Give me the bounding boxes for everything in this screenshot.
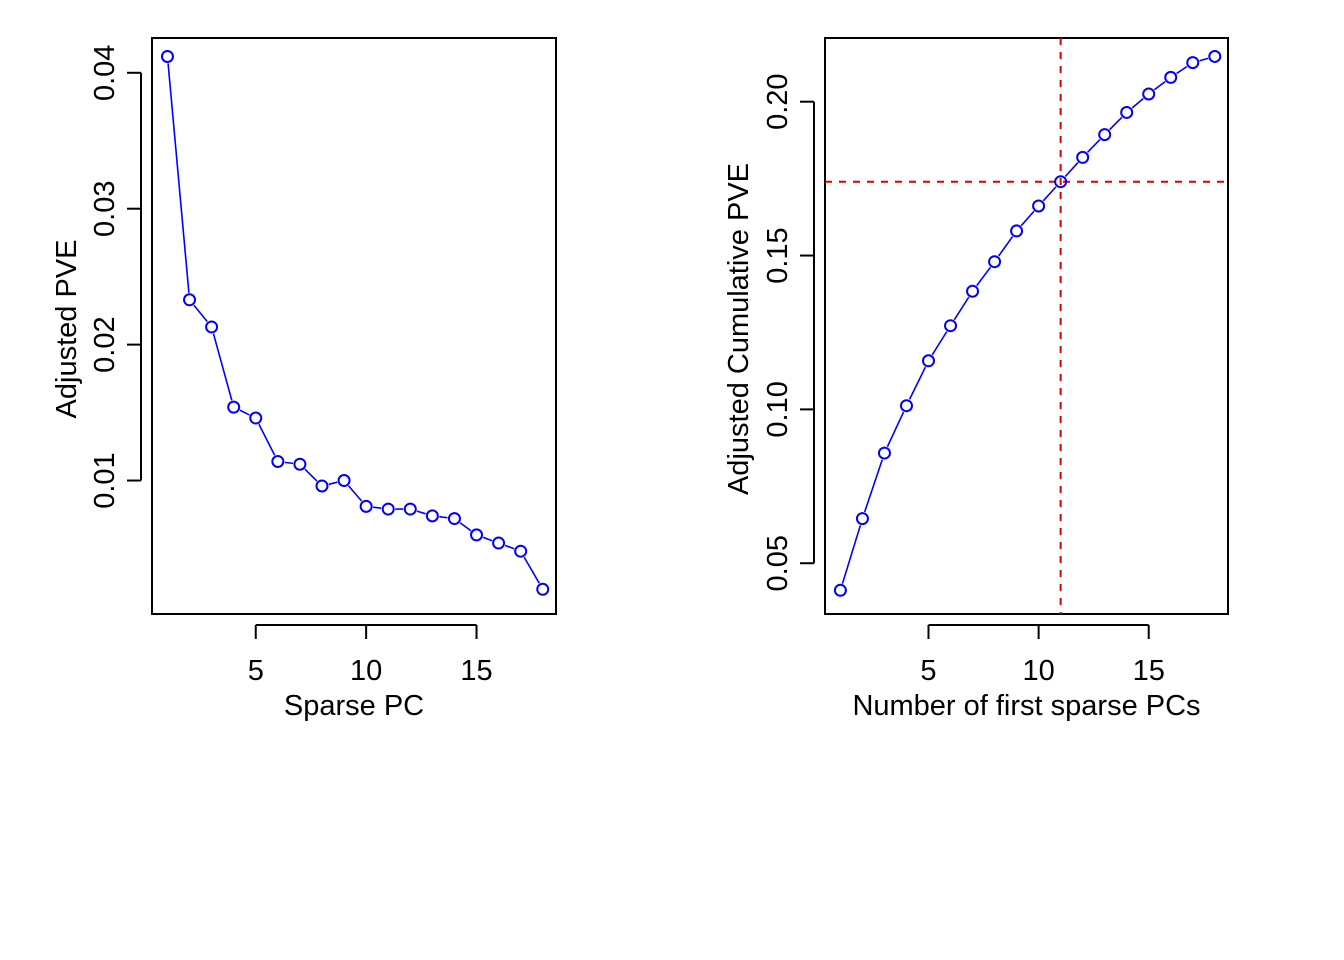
- data-series: [833, 49, 1222, 597]
- data-point: [227, 400, 241, 414]
- data-point: [1098, 128, 1112, 142]
- data-point: [988, 255, 1002, 269]
- series-line-segment: [997, 236, 1014, 257]
- series-line-segment: [886, 411, 905, 448]
- series-line-segment: [976, 266, 992, 287]
- data-point: [1032, 199, 1046, 213]
- y-tick-label: 0.02: [89, 316, 121, 372]
- data-point: [447, 512, 461, 526]
- x-tick-label: 5: [248, 655, 264, 687]
- series-line-segment: [1042, 186, 1057, 202]
- series-line-segment: [1199, 57, 1209, 62]
- series-line-segment: [523, 556, 540, 584]
- data-point: [922, 354, 936, 368]
- series-line-segment: [328, 481, 338, 486]
- data-point: [1054, 175, 1068, 189]
- data-point: [492, 536, 506, 550]
- series-line-segment: [504, 544, 515, 550]
- series-line-segment: [908, 366, 927, 400]
- series-line-segment: [931, 331, 948, 356]
- series-line-segment: [1153, 80, 1166, 91]
- data-point: [899, 399, 913, 413]
- data-point: [1120, 105, 1134, 119]
- series-line-segment: [863, 459, 883, 513]
- y-tick-label: 0.03: [89, 180, 121, 236]
- series-line-segment: [459, 522, 472, 532]
- series-line-segment: [239, 409, 250, 416]
- data-point: [337, 474, 351, 488]
- series-line-segment: [167, 63, 190, 293]
- data-point: [536, 582, 550, 596]
- panel-pve: 5 10 15 0.01 0.02 0.03 0.04 Sparse PC Adjusted P…: [51, 37, 557, 722]
- data-series: [160, 49, 550, 596]
- series-line-segment: [1131, 97, 1144, 109]
- series-line-segment: [258, 423, 276, 456]
- x-axis-title: Number of first sparse PCs: [852, 690, 1200, 722]
- series-line-segment: [482, 536, 493, 542]
- data-point: [293, 457, 307, 471]
- x-axis: 5 10 15: [920, 624, 1165, 687]
- series-line-segment: [1086, 139, 1101, 153]
- x-tick-label: 5: [920, 655, 936, 687]
- data-point: [1142, 87, 1156, 101]
- x-tick-label: 10: [1022, 655, 1054, 687]
- data-point: [425, 509, 439, 523]
- data-point: [1010, 224, 1024, 238]
- x-tick-label: 15: [1133, 655, 1165, 687]
- data-point: [381, 502, 395, 516]
- series-line-segment: [953, 296, 970, 321]
- data-point: [315, 479, 329, 493]
- data-point: [470, 528, 484, 542]
- data-point: [966, 284, 980, 298]
- series-line-segment: [841, 525, 862, 584]
- data-point: [877, 446, 891, 460]
- data-point: [271, 455, 285, 469]
- series-line-segment: [212, 333, 233, 401]
- series-line-segment: [284, 461, 294, 465]
- y-tick-label: 0.04: [89, 45, 121, 101]
- data-point: [1186, 56, 1200, 70]
- data-point: [833, 583, 847, 597]
- x-tick-label: 10: [350, 655, 382, 687]
- y-axis: 0.05 0.10 0.15 0.20: [762, 73, 815, 591]
- data-point: [160, 49, 174, 63]
- y-axis: 0.01 0.02 0.03 0.04: [89, 45, 142, 509]
- data-point: [1076, 150, 1090, 164]
- data-point: [1208, 49, 1222, 63]
- data-point: [944, 319, 958, 333]
- data-point: [855, 512, 869, 526]
- plot-frame: [151, 37, 557, 615]
- series-line-segment: [439, 515, 448, 519]
- x-axis-title: Sparse PC: [284, 690, 424, 722]
- series-line-segment: [304, 468, 318, 482]
- plot-frame: [824, 37, 1229, 615]
- x-tick-label: 15: [460, 655, 492, 687]
- y-tick-label: 0.20: [762, 73, 794, 129]
- series-line-segment: [193, 304, 208, 323]
- y-axis-title: Adjusted PVE: [51, 240, 83, 419]
- data-point: [1164, 70, 1178, 84]
- y-tick-label: 0.10: [762, 381, 794, 437]
- series-line-segment: [1109, 116, 1123, 131]
- data-point: [205, 320, 219, 334]
- data-point: [403, 502, 417, 516]
- y-tick-label: 0.01: [89, 452, 121, 508]
- series-line-segment: [348, 485, 363, 502]
- y-tick-label: 0.15: [762, 227, 794, 283]
- series-line-segment: [372, 506, 382, 510]
- data-point: [183, 293, 197, 307]
- series-line-segment: [1020, 210, 1035, 227]
- series-line-segment: [1176, 65, 1188, 75]
- y-axis-title: Adjusted Cumulative PVE: [723, 163, 755, 495]
- data-point: [249, 411, 263, 425]
- panel-cumulative-pve: 5 10 15 0.05 0.10 0.15 0.20 Number of first spa…: [723, 37, 1229, 722]
- data-point: [359, 499, 373, 513]
- series-line-segment: [1064, 162, 1079, 178]
- series-line-segment: [416, 510, 426, 515]
- y-tick-label: 0.05: [762, 535, 794, 591]
- x-axis: 5 10 15: [248, 624, 493, 687]
- data-point: [514, 544, 528, 558]
